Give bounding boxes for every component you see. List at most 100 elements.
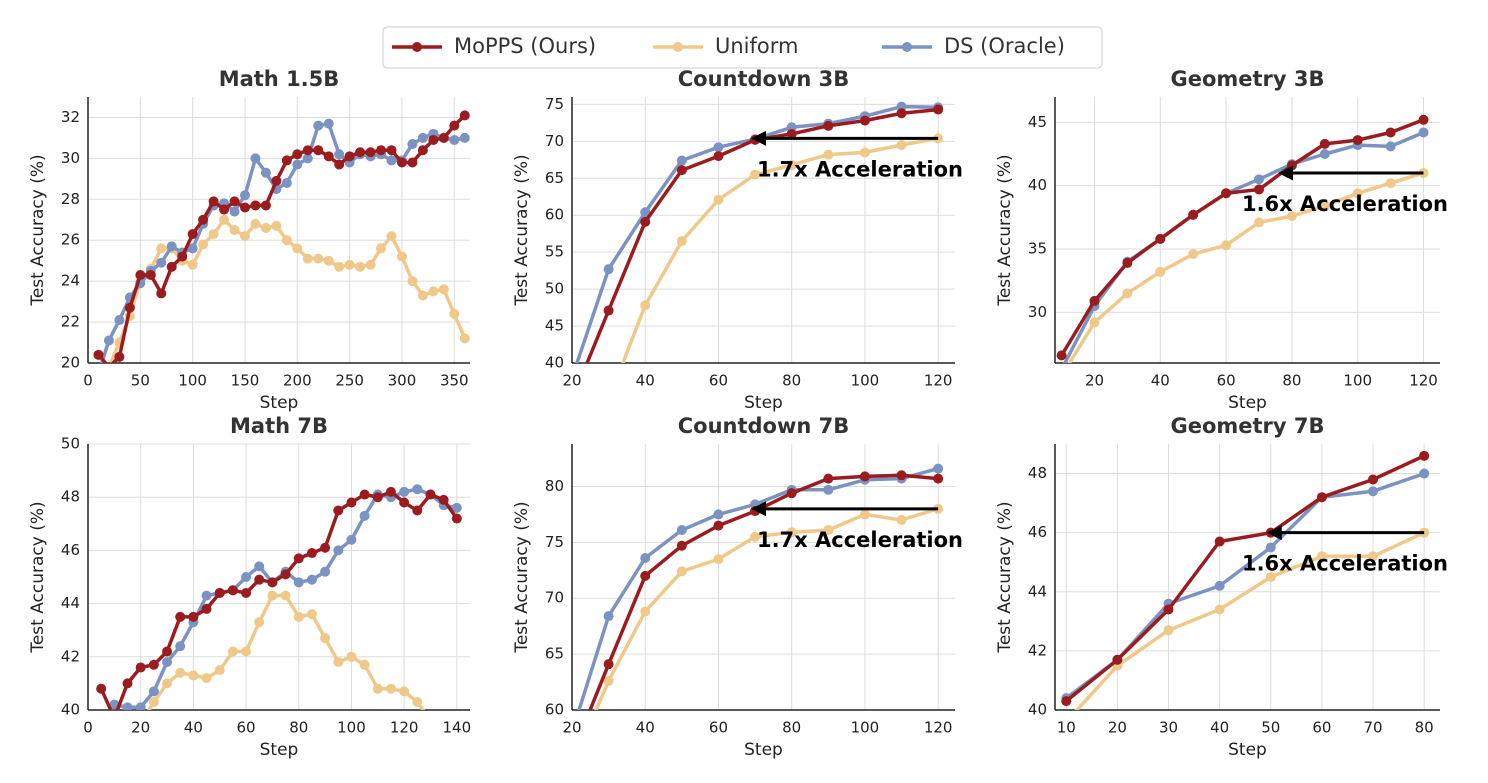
legend-marker <box>673 42 683 52</box>
data-point <box>302 145 313 156</box>
x-axis-label: Step <box>1228 740 1267 760</box>
x-tick-label: 100 <box>851 372 880 390</box>
x-tick-label: 80 <box>1282 372 1301 390</box>
data-point <box>313 120 324 131</box>
x-tick-label: 250 <box>335 372 364 390</box>
data-point <box>208 229 219 240</box>
data-point <box>1352 135 1363 146</box>
data-point <box>346 534 357 545</box>
data-point <box>201 590 212 601</box>
data-point <box>1316 492 1327 503</box>
data-point <box>96 718 106 728</box>
y-tick-label: 35 <box>1028 240 1047 258</box>
data-point <box>896 108 907 119</box>
data-point <box>124 302 135 313</box>
data-point <box>239 202 250 213</box>
plot-area <box>1061 450 1430 710</box>
x-axis-label: Step <box>744 740 783 760</box>
data-point <box>438 494 449 505</box>
data-point <box>786 527 797 538</box>
x-tick-label: 100 <box>851 719 880 737</box>
data-point <box>254 561 265 572</box>
data-point <box>933 104 944 115</box>
data-point <box>166 241 177 252</box>
data-point <box>676 525 687 536</box>
data-point <box>1056 350 1067 361</box>
data-point <box>122 702 133 710</box>
data-point <box>122 678 133 689</box>
data-point <box>396 157 407 168</box>
data-point <box>1122 257 1133 268</box>
data-point <box>229 225 240 235</box>
series-line <box>1062 130 1425 363</box>
data-point <box>1286 211 1297 222</box>
y-tick-label: 45 <box>545 317 564 335</box>
data-point <box>346 651 357 662</box>
series-line <box>108 218 467 363</box>
data-point <box>417 290 428 301</box>
data-point <box>281 155 292 166</box>
data-point <box>333 505 344 516</box>
data-point <box>1368 486 1379 497</box>
data-point <box>219 204 230 215</box>
legend-label: MoPPS (Ours) <box>454 34 596 58</box>
data-point <box>399 686 410 697</box>
y-tick-label: 70 <box>545 589 564 607</box>
data-point <box>267 577 278 588</box>
data-point <box>106 362 112 363</box>
x-tick-label: 80 <box>289 719 308 737</box>
data-point <box>425 716 435 726</box>
x-tick-label: 50 <box>1261 719 1280 737</box>
x-tick-label: 0 <box>83 372 93 390</box>
data-point <box>1265 542 1276 553</box>
chart-title: Countdown 7B <box>678 414 850 438</box>
x-tick-label: 80 <box>782 372 801 390</box>
data-point <box>109 713 119 723</box>
data-point <box>346 497 357 508</box>
y-tick-label: 42 <box>61 647 80 665</box>
data-point <box>241 572 252 582</box>
data-point <box>188 670 199 681</box>
plot-area <box>1056 114 1429 363</box>
data-point <box>227 585 238 596</box>
data-point <box>1254 217 1265 228</box>
data-point <box>823 473 834 484</box>
series-line <box>1074 531 1425 710</box>
chart-title: Math 7B <box>230 414 328 438</box>
series-line <box>146 593 426 710</box>
data-point <box>302 253 313 264</box>
data-point <box>239 231 250 242</box>
y-tick-label: 42 <box>1028 641 1047 659</box>
x-tick-label: 100 <box>1343 372 1372 390</box>
data-point <box>241 646 252 657</box>
data-point <box>229 196 240 207</box>
data-point <box>399 497 410 508</box>
data-point <box>320 633 331 644</box>
data-point <box>292 159 303 170</box>
data-point <box>640 207 651 218</box>
x-tick-label: 120 <box>924 719 953 737</box>
data-point <box>1265 527 1276 538</box>
data-point <box>320 566 331 577</box>
chart-title: Countdown 3B <box>678 67 850 91</box>
data-point <box>449 308 460 319</box>
data-point <box>214 587 225 598</box>
data-point <box>676 540 687 551</box>
x-tick-label: 60 <box>1217 372 1236 390</box>
y-tick-label: 65 <box>545 169 564 187</box>
data-point <box>1319 200 1330 211</box>
data-point <box>156 288 167 299</box>
legend-label: DS (Oracle) <box>944 34 1065 58</box>
data-point <box>438 132 449 143</box>
data-point <box>148 697 159 708</box>
y-tick-label: 40 <box>1028 176 1047 194</box>
y-axis-label: Test Accuracy (%) <box>995 154 1015 306</box>
data-point <box>313 145 324 156</box>
data-point <box>359 659 370 670</box>
legend-label: Uniform <box>715 34 798 58</box>
x-tick-label: 40 <box>184 719 203 737</box>
data-point <box>859 471 870 482</box>
data-point <box>93 368 103 378</box>
y-tick-label: 75 <box>545 533 564 551</box>
